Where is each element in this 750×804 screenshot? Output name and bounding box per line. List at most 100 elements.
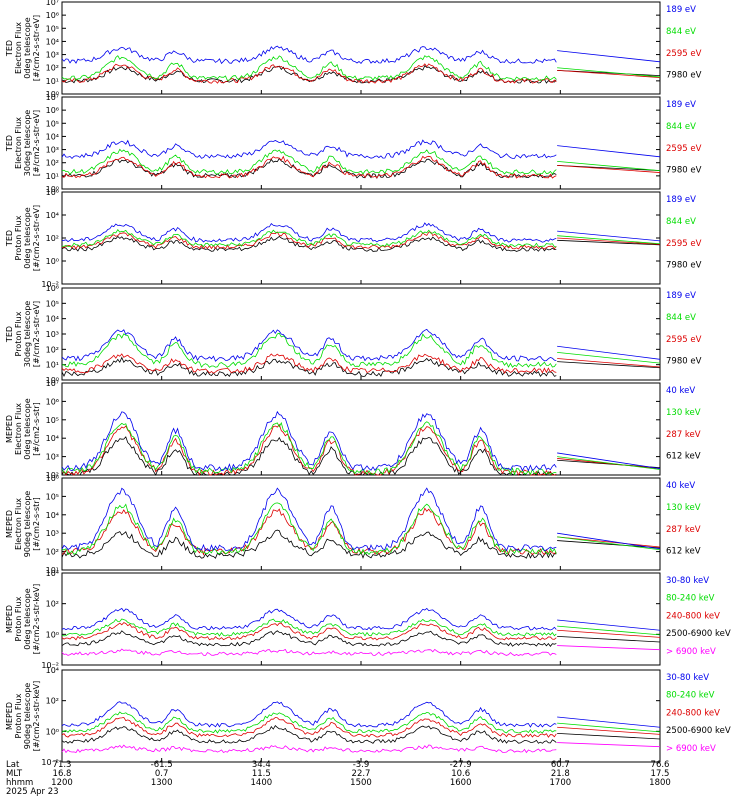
panel-2: 10⁰ 10¹ 10² 10³ 10⁴ 10⁵ 10⁶ 10⁷ TED Electron Flux… — [5, 93, 702, 194]
y-tick-label: 10⁴ — [46, 37, 59, 46]
legend-entry: 2500-6900 keV — [666, 629, 731, 639]
y-axis-label: Proton Flux — [14, 215, 23, 260]
series-extrapolation — [557, 352, 661, 364]
series-extrapolation — [557, 239, 661, 246]
y-tick-label: 10⁵ — [46, 119, 59, 128]
y-tick-label: 10¹ — [46, 172, 59, 181]
series-extrapolation — [557, 164, 661, 173]
series-extrapolation — [557, 536, 661, 548]
y-axis-label: Electron Flux — [14, 22, 23, 74]
y-tick-label: 10⁴ — [46, 434, 59, 443]
legend-entry: 844 eV — [666, 122, 696, 132]
panel-7: 10⁻² 10⁰ 10² 10⁴ MEPED Proton Flux 0deg telesc… — [5, 569, 731, 670]
legend-entry: 30-80 keV — [666, 673, 709, 683]
series-line — [61, 157, 557, 179]
y-axis-label: 90deg telescope — [23, 683, 32, 750]
y-axis-label: [#/cm2-s-str-keV] — [32, 584, 41, 655]
series-extrapolation — [557, 716, 661, 728]
time-axis-value: 17.5 — [651, 769, 670, 779]
time-row-label: hhmm — [6, 778, 33, 788]
y-tick-label: 10² — [46, 548, 59, 557]
series-extrapolation — [557, 619, 661, 631]
time-axis-value: 1700 — [550, 778, 572, 788]
time-axis-value: 1500 — [350, 778, 372, 788]
time-axis-value: 34.4 — [252, 760, 271, 770]
y-axis-label: 0deg telescope — [23, 588, 32, 649]
date-label: 2025 Apr 23 — [6, 787, 59, 797]
series-line — [61, 45, 557, 65]
series-extrapolation — [557, 456, 661, 470]
legend-entry: 189 eV — [666, 5, 696, 15]
series-extrapolation — [557, 358, 661, 368]
y-tick-label: 10⁷ — [46, 93, 59, 102]
series-line — [61, 607, 557, 631]
time-axis-value: 22.7 — [352, 769, 371, 779]
series-extrapolation — [557, 69, 661, 78]
series-line — [61, 487, 557, 552]
y-axis-label: [#/cm2-s-str-eV] — [32, 15, 41, 81]
y-axis-label: MEPED — [5, 415, 14, 443]
y-tick-label: 10⁶ — [46, 474, 59, 483]
series-line — [61, 332, 557, 368]
panel-1: 10⁰ 10¹ 10² 10³ 10⁴ 10⁵ 10⁶ 10⁷ TED Electron Flux… — [5, 0, 702, 99]
panel-8: 10⁻² 10⁰ 10² 10⁴ MEPED Proton Flux 90deg teles… — [5, 666, 731, 767]
y-tick-label: 10³ — [46, 529, 59, 538]
time-axis-value: 1400 — [251, 778, 273, 788]
series-line — [61, 155, 557, 179]
legend-entry: 240-800 keV — [666, 611, 720, 621]
y-axis-label: TED — [5, 230, 14, 247]
panel-6: 10¹ 10² 10³ 10⁴ 10⁵ 10⁶ MEPED Electron Flux 90de… — [5, 474, 701, 575]
y-tick-label: 10⁵ — [46, 299, 59, 308]
legend-entry: 2595 eV — [666, 239, 702, 249]
y-tick-label: 10² — [46, 345, 59, 354]
y-tick-label: 10⁴ — [46, 132, 59, 141]
legend-entry: 189 eV — [666, 195, 696, 205]
series-line — [61, 353, 557, 375]
series-line — [61, 55, 557, 81]
y-tick-label: 10⁶ — [46, 397, 59, 406]
time-row-label: MLT — [6, 769, 23, 779]
series-line — [61, 148, 557, 175]
legend-entry: 130 keV — [666, 408, 701, 418]
legend-entry: 189 eV — [666, 291, 696, 301]
series-extrapolation — [557, 145, 661, 158]
legend-entry: 844 eV — [666, 27, 696, 37]
series-line — [61, 63, 557, 84]
y-tick-label: 10⁴ — [46, 511, 59, 520]
y-tick-label: 10⁰ — [46, 185, 59, 194]
y-tick-label: 10⁷ — [46, 0, 59, 7]
y-axis-label: MEPED — [5, 702, 14, 730]
panel-frame — [61, 477, 661, 571]
series-extrapolation — [557, 540, 661, 549]
time-axis-value: 1300 — [151, 778, 173, 788]
y-axis-label: 0deg telescope — [23, 398, 32, 459]
y-axis-label: [#/cm2-s-str-eV] — [32, 110, 41, 176]
series-extrapolation — [557, 230, 661, 242]
time-axis-value: 11.5 — [252, 769, 271, 779]
y-tick-label: 10⁴ — [46, 666, 59, 675]
y-tick-label: 10⁻² — [41, 758, 59, 767]
y-axis-label: Electron Flux — [14, 498, 23, 550]
legend-entry: > 6900 keV — [666, 744, 716, 754]
series-line — [61, 436, 557, 476]
series-line — [61, 711, 557, 734]
series-line — [61, 421, 557, 476]
y-axis-label: 90deg telescope — [23, 491, 32, 558]
series-line — [61, 231, 557, 250]
legend-entry: 80-240 keV — [666, 691, 715, 701]
series-extrapolation — [557, 732, 661, 740]
time-axis-value: -61.5 — [151, 760, 173, 770]
panel-stack: 10⁰ 10¹ 10² 10³ 10⁴ 10⁵ 10⁶ 10⁷ TED Electron Flux… — [5, 0, 731, 767]
legend-entry: 612 keV — [666, 547, 701, 557]
legend-entry: > 6900 keV — [666, 647, 716, 657]
time-axis-value: -27.9 — [450, 760, 472, 770]
y-tick-label: 10⁵ — [46, 416, 59, 425]
y-axis-label: [#/cm2-s-str] — [32, 497, 41, 550]
y-axis-label: 30deg telescope — [23, 110, 32, 177]
series-extrapolation — [557, 536, 661, 551]
y-axis-label: Proton Flux — [14, 596, 23, 641]
y-tick-label: 10⁰ — [46, 727, 59, 736]
y-tick-label: 10³ — [46, 51, 59, 60]
legend-entry: 2500-6900 keV — [666, 726, 731, 736]
legend-entry: 2595 eV — [666, 335, 702, 345]
